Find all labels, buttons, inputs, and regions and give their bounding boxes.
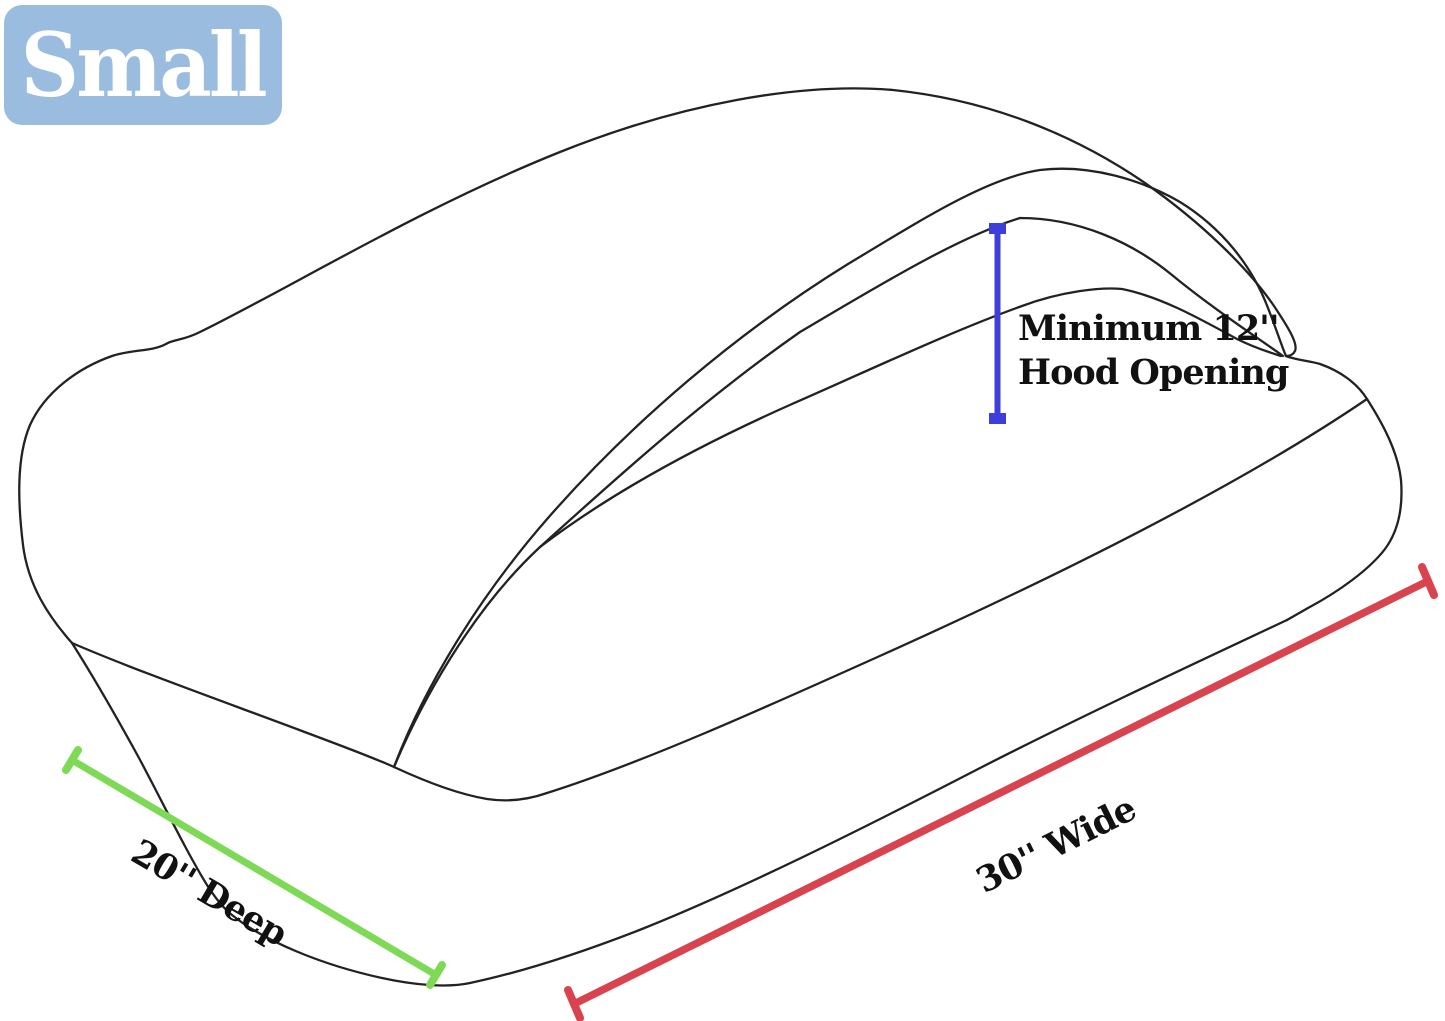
bed-right-edge-path bbox=[1284, 354, 1403, 622]
width-dimension-cap-start bbox=[564, 986, 584, 1021]
width-dimension-shaft bbox=[570, 577, 1432, 1008]
width-dimension-cap-end bbox=[1418, 563, 1438, 599]
depth-dimension-shaft bbox=[68, 756, 440, 979]
hood-opening-dimension-line bbox=[989, 223, 1006, 424]
depth-dimension-cap-end bbox=[426, 961, 446, 989]
bed-base-top-edge-path bbox=[70, 397, 1369, 802]
bed-outer-silhouette-path bbox=[18, 87, 1297, 645]
hood-opening-annotation-line1: Minimum 12'' bbox=[1018, 308, 1280, 349]
hood-rim-inner-arc bbox=[392, 216, 1285, 769]
hood-rim-outer-arc bbox=[392, 167, 1288, 769]
size-badge: Small bbox=[4, 5, 282, 125]
depth-dimension-cap-start bbox=[62, 746, 82, 774]
hood-opening-arch bbox=[538, 287, 1283, 549]
size-badge-label: Small bbox=[20, 13, 268, 117]
width-dimension-line bbox=[564, 563, 1438, 1021]
hood-opening-dimension-cap-bottom bbox=[989, 413, 1006, 424]
hood-opening-dimension-cap-top bbox=[989, 223, 1006, 234]
hood-opening-annotation-line2: Hood Opening bbox=[1018, 352, 1289, 393]
hood-opening-annotation: Minimum 12'' Hood Opening bbox=[1018, 307, 1289, 395]
depth-dimension-line bbox=[62, 746, 446, 989]
